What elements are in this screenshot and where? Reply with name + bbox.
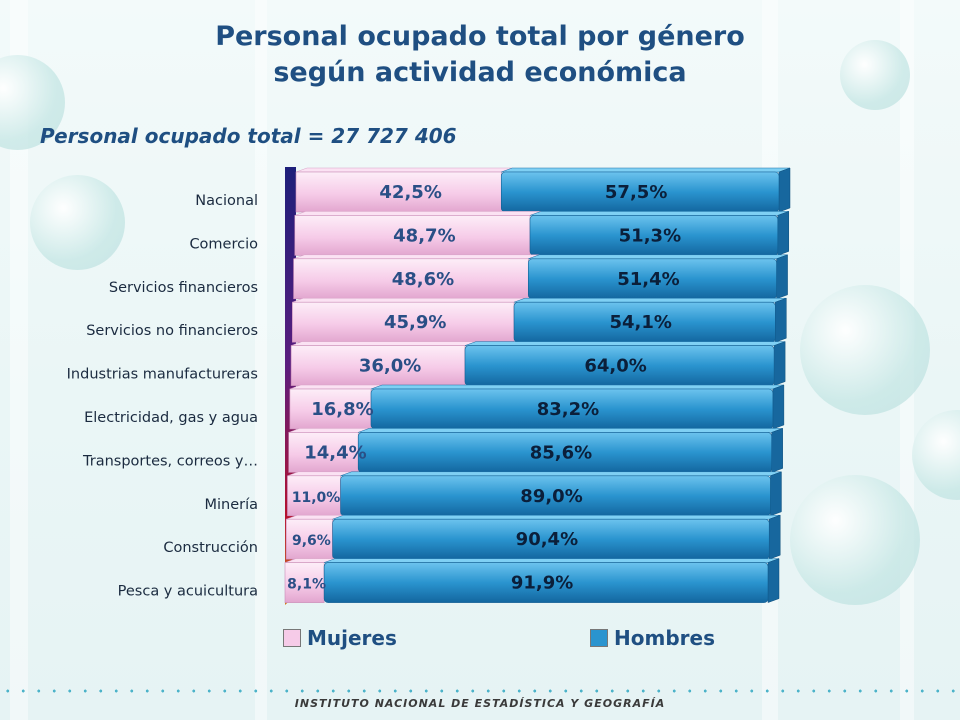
data-label-mujeres: 14,4%	[304, 442, 366, 463]
chart-title-line-1: Personal ocupado total por género	[215, 21, 745, 52]
data-label-hombres: 57,5%	[605, 182, 667, 203]
data-label-mujeres: 45,9%	[384, 312, 446, 333]
bar-top-mujeres	[292, 297, 526, 303]
bar-top-hombres	[464, 341, 786, 346]
legend-swatch-hombres	[590, 629, 608, 647]
data-label-hombres: 54,1%	[609, 312, 671, 333]
bar-mujeres	[287, 475, 341, 517]
category-label: Servicios no financieros	[86, 323, 258, 339]
bar-side-hombres	[770, 471, 782, 517]
data-label-mujeres: 36,0%	[359, 356, 421, 377]
bar-side-hombres	[775, 297, 787, 343]
data-label-hombres: 51,3%	[619, 225, 681, 246]
data-label-mujeres: 9,6%	[292, 533, 331, 549]
bar-top-hombres	[529, 211, 789, 216]
footer-dotted-line	[0, 688, 960, 694]
bar-side-hombres	[767, 558, 780, 603]
category-label: Pesca y acuicultura	[118, 584, 258, 600]
bar-top-mujeres	[295, 167, 513, 173]
category-label: Nacional	[195, 193, 258, 209]
bar-mujeres	[289, 388, 372, 430]
bar-top-hombres	[370, 384, 784, 390]
data-label-mujeres: 16,8%	[311, 399, 373, 420]
background-bubble	[30, 175, 125, 270]
category-label: Comercio	[189, 236, 258, 252]
legend-item-hombres: Hombres	[590, 626, 715, 650]
category-label: Electricidad, gas y agua	[84, 410, 258, 426]
bar-top-hombres	[358, 428, 783, 433]
bar-top-hombres	[501, 167, 791, 173]
bar-mujeres	[292, 301, 515, 343]
background-stripe	[255, 0, 267, 720]
bar-top-mujeres	[291, 341, 477, 346]
data-label-mujeres: 11,0%	[292, 490, 341, 506]
bar-hombres	[323, 562, 769, 603]
data-label-mujeres: 8,1%	[287, 577, 326, 593]
bar-top-mujeres	[294, 211, 542, 216]
footer-institution: INSTITUTO NACIONAL DE ESTADÍSTICA Y GEOG…	[294, 697, 666, 710]
data-label-hombres: 64,0%	[584, 356, 646, 377]
data-label-hombres: 89,0%	[520, 486, 582, 507]
background-bubble	[800, 285, 930, 415]
data-label-hombres: 83,2%	[537, 399, 599, 420]
legend-label-hombres: Hombres	[614, 626, 715, 650]
bar-mujeres	[284, 562, 325, 603]
data-label-mujeres: 42,5%	[379, 182, 441, 203]
bar-top-mujeres	[289, 384, 383, 390]
bar-top-hombres	[513, 297, 787, 303]
bar-side-hombres	[776, 254, 788, 300]
category-label: Industrias manufactureras	[67, 367, 258, 383]
data-label-hombres: 91,9%	[511, 573, 573, 594]
bar-top-hombres	[528, 254, 788, 260]
bar-mujeres	[293, 258, 529, 300]
data-label-hombres: 51,4%	[617, 269, 679, 290]
legend-item-mujeres: Mujeres	[283, 626, 397, 650]
chart-title-line-2: según actividad económica	[273, 57, 687, 88]
bar-side-hombres	[768, 514, 781, 560]
bar-side-hombres	[771, 428, 783, 473]
data-label-hombres: 85,6%	[530, 442, 592, 463]
bar-side-hombres	[778, 167, 791, 213]
category-label: Servicios financieros	[109, 280, 258, 296]
legend-label-mujeres: Mujeres	[307, 626, 397, 650]
background-bubble	[840, 40, 910, 110]
bar-top-mujeres	[288, 428, 370, 433]
bar-top-hombres	[340, 471, 782, 477]
category-label: Construcción	[163, 540, 258, 556]
background-stripe	[10, 0, 28, 720]
bar-top-hombres	[332, 514, 781, 520]
category-label: Minería	[204, 497, 258, 513]
data-label-mujeres: 48,6%	[392, 269, 454, 290]
data-label-mujeres: 48,7%	[393, 225, 455, 246]
background-bubble	[790, 475, 920, 605]
bar-top-mujeres	[293, 254, 540, 260]
bar-side-hombres	[772, 384, 785, 430]
bar-side-hombres	[773, 341, 786, 386]
category-label: Transportes, correos y…	[82, 453, 258, 469]
legend-swatch-mujeres	[283, 629, 301, 647]
bar-top-hombres	[324, 558, 780, 563]
bar-side-hombres	[777, 211, 790, 256]
chart-subtitle: Personal ocupado total = 27 727 406	[40, 124, 457, 148]
data-label-hombres: 90,4%	[516, 529, 578, 550]
